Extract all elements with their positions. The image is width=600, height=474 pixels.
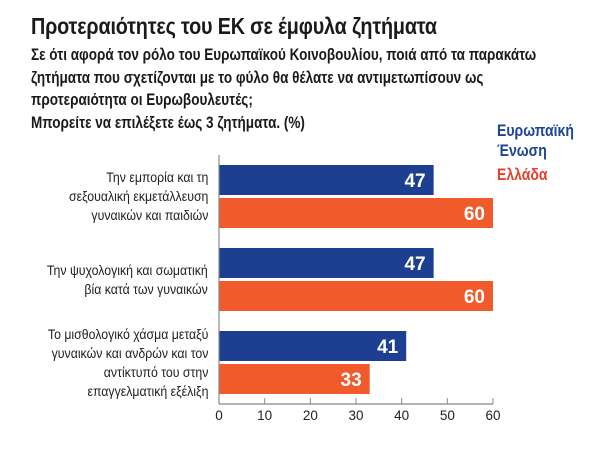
subtitle-line: προτεραιότητα οι Ευρωβουλευτές; xyxy=(31,91,253,109)
category-label-line: Το μισθολογικό χάσμα μεταξύ xyxy=(47,325,208,342)
category-label-line: γυναικών και ανδρών και τον xyxy=(51,344,208,361)
x-tick-label: 10 xyxy=(257,408,272,423)
legend-label-eu-line1: Ευρωπαϊκή xyxy=(497,122,574,140)
subtitle-line: Σε ότι αφορά τον ρόλο του Ευρωπαϊκού Κοι… xyxy=(31,46,537,64)
legend-item-eu: Ευρωπαϊκή Ένωση xyxy=(497,121,574,161)
category-label-line: αντίκτυπό του στην xyxy=(103,363,208,380)
bars-group: 47 60 47 60 41 33 xyxy=(219,165,493,394)
bar-eu xyxy=(219,331,407,361)
bar-value-label: 47 xyxy=(404,254,425,275)
category-label-line: επαγγελματική εξέλιξη xyxy=(87,382,208,399)
category-label-line: βία κατά των γυναικών xyxy=(84,280,208,297)
x-tick-label: 0 xyxy=(215,408,223,423)
category-label-line: Την ψυχολογική και σωματική xyxy=(47,261,208,278)
subtitle-line: ζητήματα που σχετίζονται με το φύλο θα θ… xyxy=(31,68,484,87)
bar-value-label: 60 xyxy=(464,204,485,225)
legend-item-gr: Ελλάδα xyxy=(497,166,548,184)
x-tick-label: 30 xyxy=(348,408,363,423)
category-label: Την εμπορία και τη σεξουαλική εκμετάλλευσ… xyxy=(69,168,208,225)
legend-label-eu-line2: Ένωση xyxy=(497,142,547,160)
x-tick-label: 50 xyxy=(440,408,455,423)
category-label: Το μισθολογικό χάσμα μεταξύ γυναικών και … xyxy=(47,325,208,401)
bar-gr xyxy=(219,281,493,311)
x-tick-label: 40 xyxy=(394,408,409,423)
bar-eu xyxy=(219,165,434,195)
category-label-line: σεξουαλική εκμετάλλευση xyxy=(68,188,208,204)
category-label-line: Την εμπορία και τη xyxy=(105,169,208,185)
chart-title: Προτεραιότητες του ΕΚ σε έμφυλα ζητήματα xyxy=(31,13,437,39)
bar-value-label: 33 xyxy=(341,370,362,391)
bar-gr xyxy=(219,198,493,228)
x-tick-label: 60 xyxy=(485,408,500,423)
bar-value-label: 60 xyxy=(464,287,485,308)
category-label-line: γυναικών και παιδιών xyxy=(91,207,208,223)
bar-gr xyxy=(219,364,370,394)
x-tick-label: 20 xyxy=(303,408,318,423)
x-axis: 0 10 20 30 40 50 60 xyxy=(215,155,501,423)
bar-eu xyxy=(219,248,434,278)
bar-value-label: 47 xyxy=(404,171,425,192)
subtitle-line: Μπορείτε να επιλέξετε έως 3 ζητήματα. (%… xyxy=(31,113,305,132)
legend: Ευρωπαϊκή Ένωση Ελλάδα xyxy=(497,121,574,185)
category-label: Την ψυχολογική και σωματική βία κατά των … xyxy=(47,261,208,299)
chart-subtitle: Σε ότι αφορά τον ρόλο του Ευρωπαϊκού Κοι… xyxy=(31,44,572,134)
bar-value-label: 41 xyxy=(377,337,399,358)
